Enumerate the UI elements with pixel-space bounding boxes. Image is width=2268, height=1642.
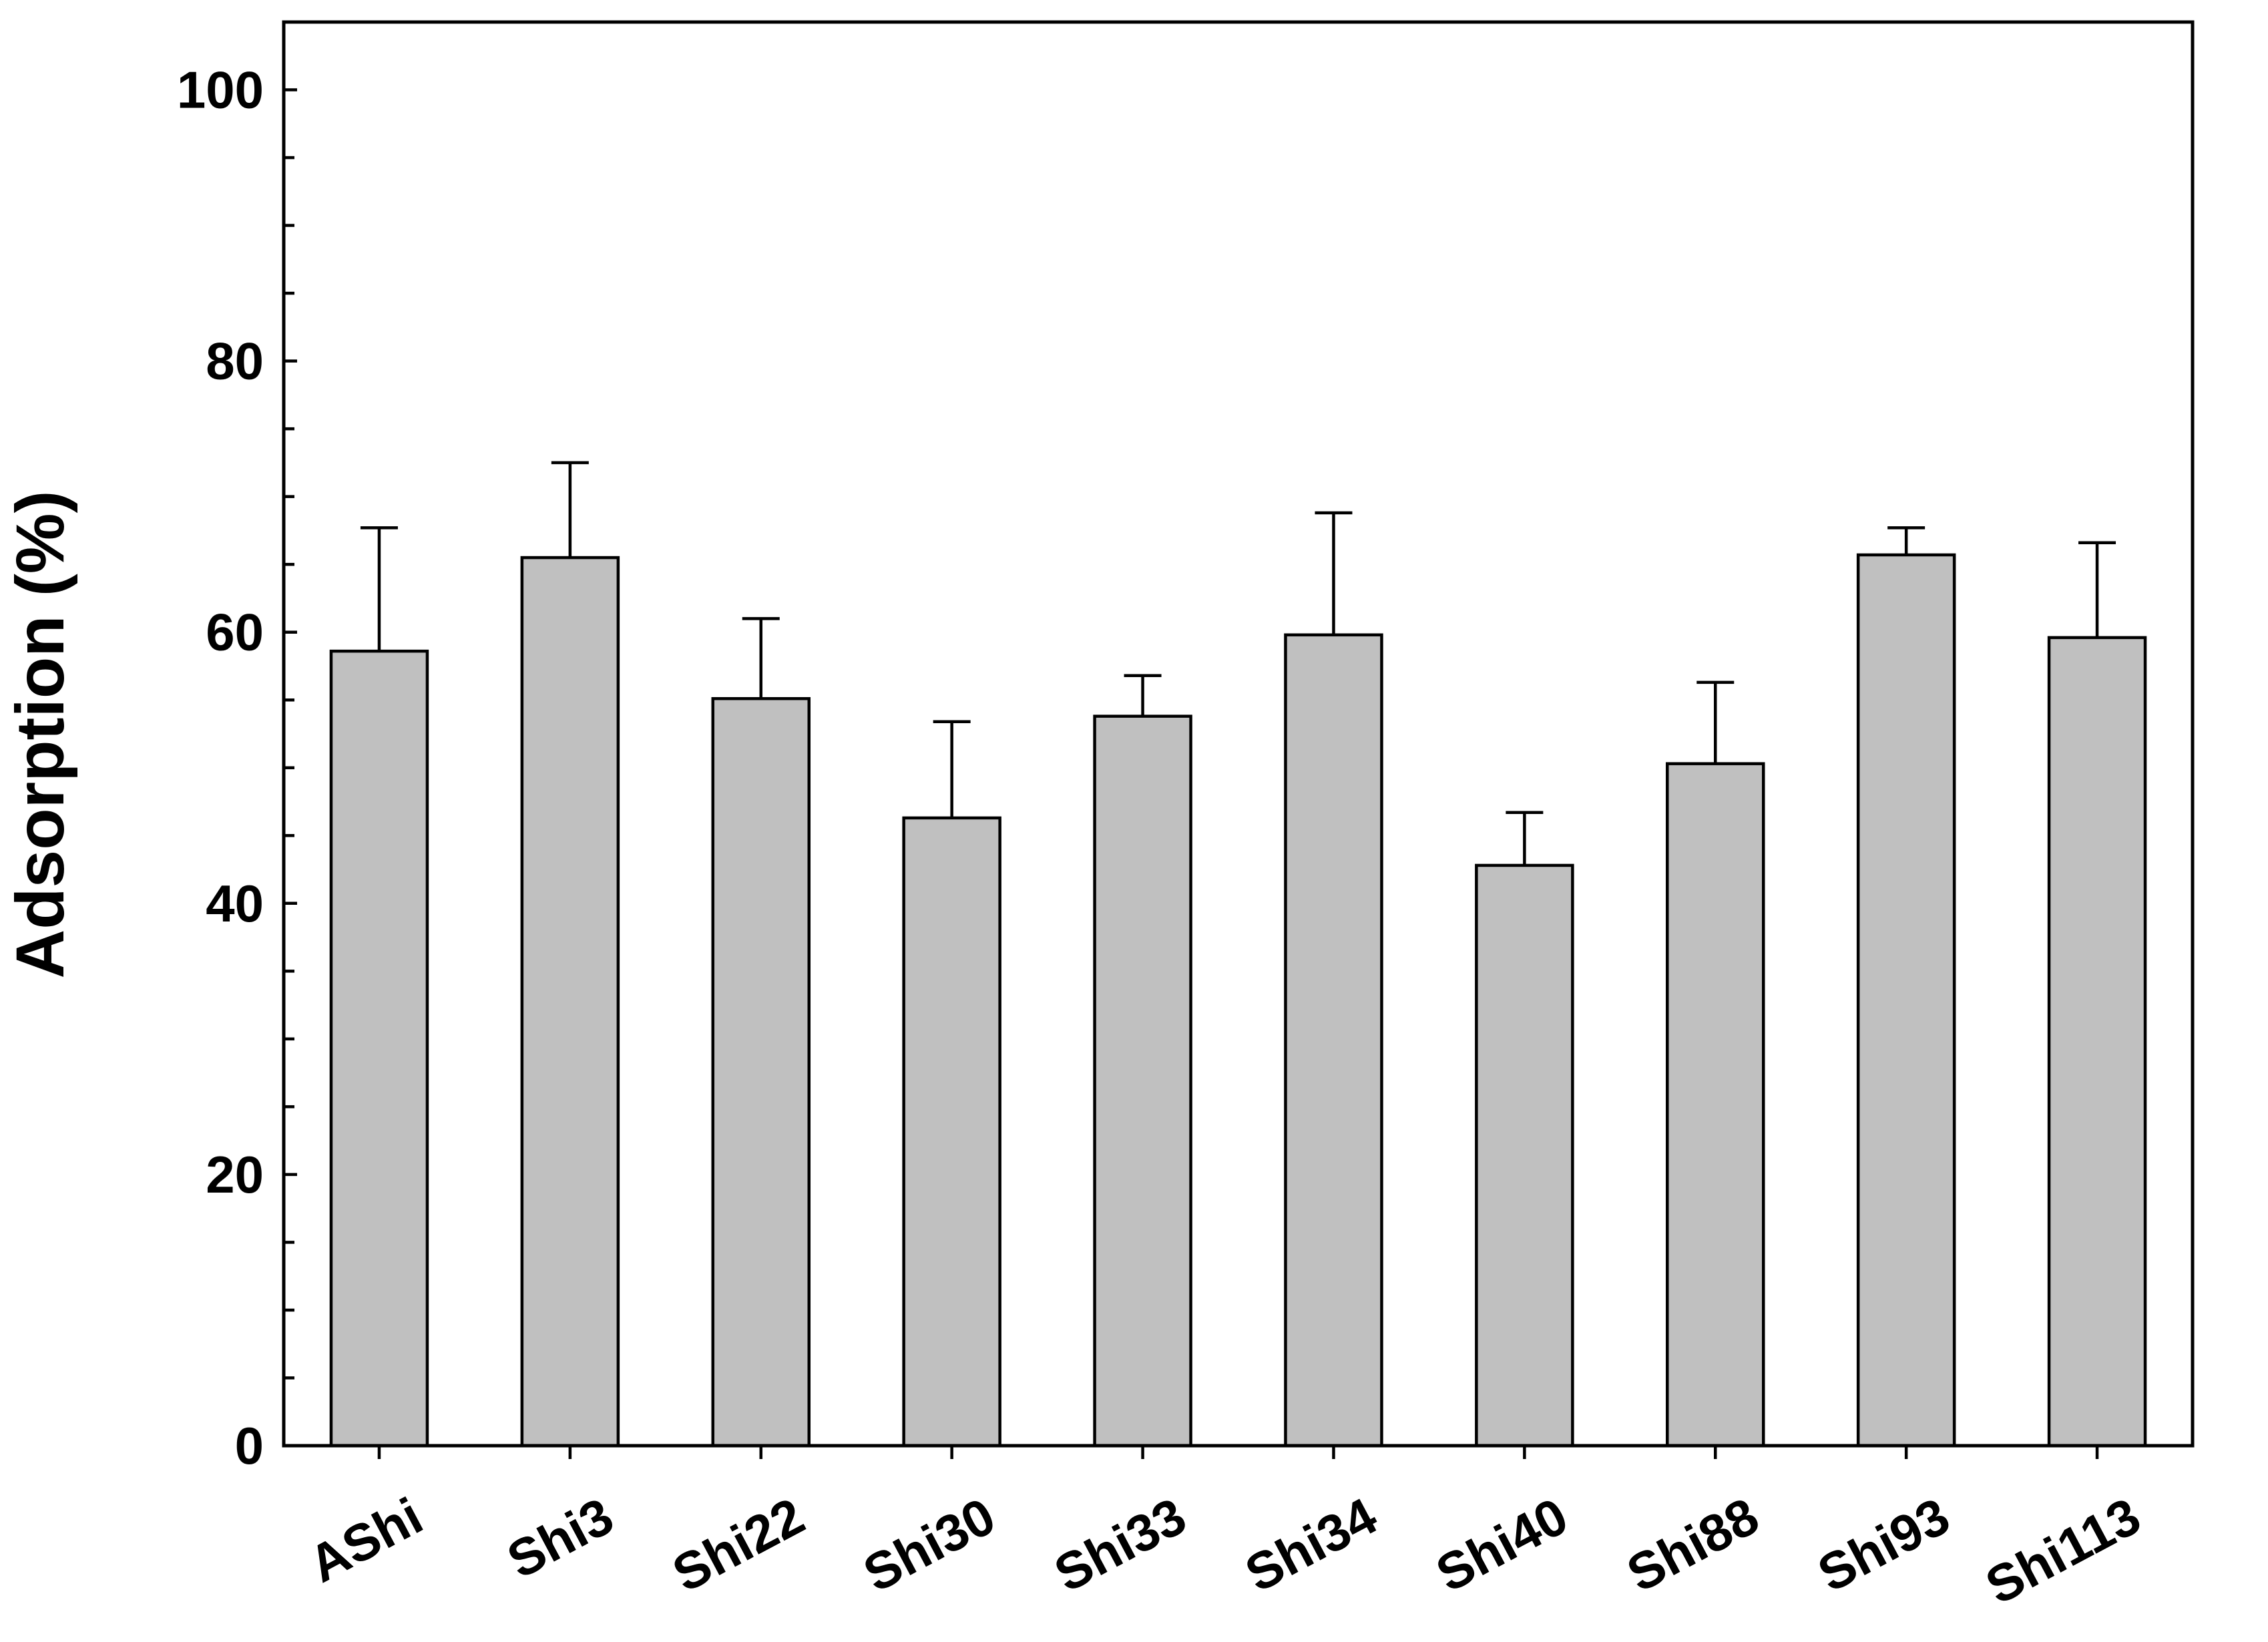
bar-AShi <box>329 649 429 1448</box>
x-tick-label: Shi93 <box>1809 1486 1959 1603</box>
bar-Shi3 <box>520 556 620 1448</box>
bar-Shi22 <box>711 696 811 1448</box>
y-tick-label: 40 <box>206 874 264 933</box>
x-tick-label: Shi34 <box>1236 1486 1386 1603</box>
bar-Shi40 <box>1475 863 1574 1448</box>
y-tick-label: 60 <box>206 603 264 662</box>
bar-Shi88 <box>1666 762 1765 1448</box>
bar-Shi33 <box>1093 714 1192 1448</box>
y-tick-label: 0 <box>235 1416 264 1475</box>
x-tick-label: Shi33 <box>1045 1486 1195 1603</box>
y-axis-label: Adsorption (%) <box>2 491 78 979</box>
y-tick-label: 100 <box>177 61 264 120</box>
y-tick-label: 80 <box>206 332 264 391</box>
x-tick-label: Shi88 <box>1618 1486 1768 1603</box>
x-tick-label: AShi <box>299 1486 431 1594</box>
bar-Shi30 <box>902 816 1001 1448</box>
bar-Shi34 <box>1284 633 1383 1448</box>
bar-Shi93 <box>1856 553 1956 1448</box>
x-tick-label: Shi113 <box>1976 1486 2150 1616</box>
y-tick-label: 20 <box>206 1145 264 1204</box>
bar-Shi113 <box>2047 636 2147 1448</box>
x-tick-label: Shi30 <box>854 1486 1004 1603</box>
bars-group <box>329 461 2147 1448</box>
plot-frame <box>282 20 2195 1448</box>
x-tick-label: Shi22 <box>663 1486 813 1603</box>
x-tick-label: Shi3 <box>498 1486 623 1590</box>
x-tick-label: Shi40 <box>1427 1486 1577 1603</box>
